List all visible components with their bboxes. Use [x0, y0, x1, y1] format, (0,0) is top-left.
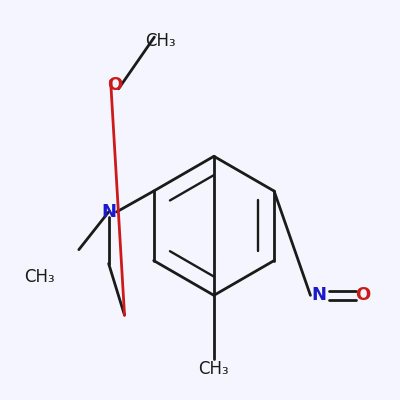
Text: O: O: [107, 76, 122, 94]
Text: N: N: [101, 203, 116, 221]
Text: O: O: [355, 286, 370, 304]
Text: N: N: [312, 286, 327, 304]
Text: CH₃: CH₃: [198, 360, 229, 378]
Text: CH₃: CH₃: [145, 32, 176, 50]
Text: CH₃: CH₃: [24, 268, 54, 286]
